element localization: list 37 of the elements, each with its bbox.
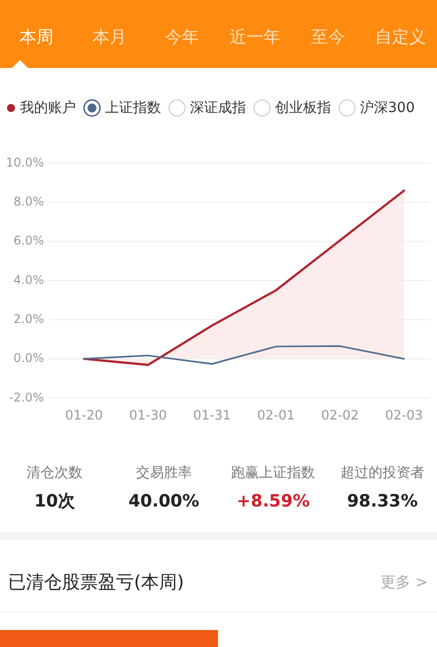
text: 清仓次数 [26, 464, 83, 481]
text: 至今 [310, 28, 345, 48]
y-tick-label: 0.0% [14, 351, 44, 366]
text: 今年 [165, 28, 200, 48]
legend-label: 我的账户 [20, 100, 76, 116]
text: 10次 [34, 492, 76, 512]
text: 超过的投资者 [340, 464, 424, 481]
x-tick-label: 01-30 [129, 408, 167, 424]
x-tick-label: 01-31 [193, 408, 231, 424]
text: 本月 [92, 28, 126, 48]
x-tick-label: 01-20 [65, 408, 103, 424]
text: +8.59% [236, 492, 310, 512]
y-tick-label: 6.0% [14, 234, 44, 248]
y-tick-label: 8.0% [14, 194, 44, 208]
text: 98.33% [346, 492, 418, 512]
legend-item: 深证成指 [168, 100, 246, 116]
x-tick-label: 02-02 [321, 408, 359, 424]
x-tick-label: 02-03 [385, 408, 423, 424]
text: 跑赢上证指数 [231, 464, 316, 481]
y-tick-label: 2.0% [14, 312, 44, 326]
legend-item: 沪深300 [338, 100, 415, 116]
line-series [83, 345, 405, 365]
legend-item: 上证指数 [83, 99, 161, 117]
text: 交易胜率 [136, 464, 192, 481]
text: 近一年 [229, 28, 280, 48]
legend-item: 创业板指 [254, 100, 331, 116]
x-tick-label: 02-01 [257, 408, 295, 424]
y-tick-label: 4.0% [14, 272, 44, 287]
legend-item: 我的账户 [7, 100, 76, 116]
y-tick-label: -2.0% [9, 390, 44, 404]
text: 自定义 [375, 28, 426, 48]
y-tick-label: 10.0% [6, 155, 44, 170]
text: 已清仓股票盈亏(本周) [8, 572, 184, 593]
legend-label: 上证指数 [105, 100, 161, 116]
text: 本周 [19, 28, 54, 48]
text: 更多 > [380, 573, 428, 592]
text: 40.00% [128, 492, 200, 512]
